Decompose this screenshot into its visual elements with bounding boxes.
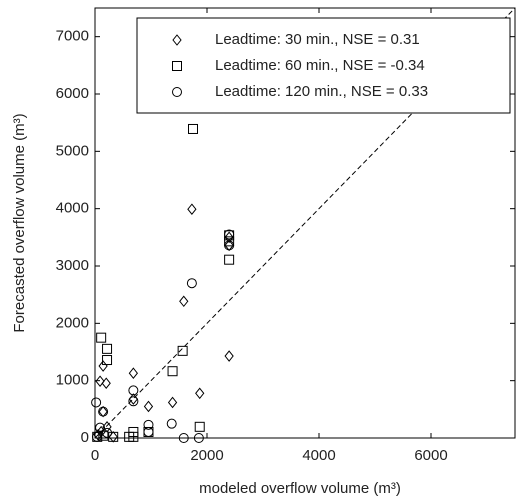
point bbox=[91, 431, 102, 442]
point bbox=[128, 367, 139, 380]
point bbox=[108, 431, 119, 442]
y-tick-label: 4000 bbox=[56, 200, 89, 217]
x-tick-label: 0 bbox=[91, 447, 99, 464]
point bbox=[98, 360, 108, 372]
plot-frame bbox=[94, 7, 516, 439]
x-tick-label: 6000 bbox=[414, 447, 447, 464]
point bbox=[224, 350, 234, 362]
point bbox=[224, 231, 234, 244]
point bbox=[224, 229, 235, 240]
point bbox=[95, 375, 105, 388]
y-tick-label: 2000 bbox=[56, 314, 89, 331]
point bbox=[195, 387, 205, 400]
legend-marker bbox=[172, 34, 182, 46]
point bbox=[101, 377, 111, 390]
point bbox=[108, 431, 118, 443]
point bbox=[143, 419, 154, 430]
point bbox=[179, 295, 189, 308]
point bbox=[98, 406, 109, 417]
legend-label: Leadtime: 120 min., NSE = 0.33 bbox=[215, 83, 428, 100]
legend-marker bbox=[172, 61, 182, 71]
point bbox=[224, 240, 235, 251]
point bbox=[95, 422, 106, 433]
legend-marker bbox=[172, 87, 182, 97]
point bbox=[124, 431, 135, 442]
point bbox=[167, 396, 178, 409]
x-tick-label: 4000 bbox=[302, 447, 335, 464]
x-axis-label: modeled overflow volume (m³) bbox=[199, 480, 401, 497]
point bbox=[178, 433, 189, 443]
point bbox=[102, 355, 113, 366]
x-tick-label: 2000 bbox=[190, 447, 223, 464]
point bbox=[102, 427, 113, 438]
y-tick-label: 6000 bbox=[56, 85, 89, 102]
point bbox=[91, 397, 102, 408]
point bbox=[128, 396, 139, 407]
point bbox=[224, 254, 235, 265]
point bbox=[194, 421, 205, 432]
point bbox=[128, 385, 139, 396]
point bbox=[187, 203, 197, 216]
point bbox=[177, 345, 188, 356]
point bbox=[96, 332, 107, 343]
point bbox=[166, 418, 177, 429]
point bbox=[102, 421, 112, 433]
legend-box bbox=[136, 17, 511, 114]
point bbox=[143, 426, 154, 437]
y-axis-label: Forecasted overflow volume (m³) bbox=[11, 113, 28, 332]
y-tick-label: 3000 bbox=[56, 257, 89, 274]
point bbox=[186, 278, 197, 289]
y-tick-label: 1000 bbox=[56, 372, 89, 389]
point bbox=[188, 123, 198, 134]
y-tick-label: 5000 bbox=[56, 142, 89, 159]
point bbox=[167, 366, 178, 377]
point bbox=[93, 429, 103, 441]
point bbox=[102, 343, 113, 354]
legend-label: Leadtime: 30 min., NSE = 0.31 bbox=[215, 31, 420, 48]
point bbox=[143, 400, 154, 413]
y-tick-label: 7000 bbox=[56, 28, 89, 45]
y-tick-label: 0 bbox=[81, 429, 89, 446]
point bbox=[98, 405, 108, 418]
point bbox=[193, 433, 204, 443]
legend-label: Leadtime: 60 min., NSE = -0.34 bbox=[215, 57, 425, 74]
point bbox=[224, 236, 235, 247]
